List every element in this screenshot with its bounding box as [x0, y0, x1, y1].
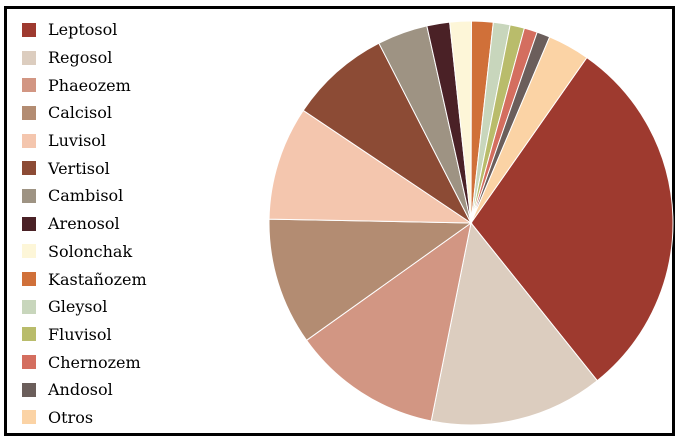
pie-slice-leptosol: [470, 56, 674, 382]
legend-item: Gleysol: [22, 293, 222, 321]
legend-swatch: [22, 50, 36, 65]
legend-item: Vertisol: [22, 154, 222, 182]
legend-swatch: [22, 382, 36, 397]
legend-item: Calcisol: [22, 99, 222, 127]
legend-label: Fluvisol: [48, 324, 112, 344]
legend-label: Phaeozem: [48, 75, 131, 95]
legend-label: Gleysol: [48, 297, 108, 317]
legend: Leptosol Regosol Phaeozem Calcisol Luvisol Ve…: [22, 16, 222, 431]
legend-label: Leptosol: [48, 20, 118, 40]
pie-slice-phaeozem: [305, 221, 472, 422]
legend-swatch: [22, 78, 36, 93]
legend-label: Solonchak: [48, 241, 133, 261]
legend-item: Kastañozem: [22, 265, 222, 293]
legend-swatch: [22, 244, 36, 259]
legend-item: Fluvisol: [22, 321, 222, 349]
legend-label: Chernozem: [48, 352, 141, 372]
pie-slice-vertisol: [302, 42, 473, 225]
legend-label: Calcisol: [48, 103, 112, 123]
legend-item: Arenosol: [22, 210, 222, 238]
legend-label: Arenosol: [48, 214, 120, 234]
pie-slice-luvisol: [268, 109, 473, 224]
legend-swatch: [22, 161, 36, 176]
legend-item: Phaeozem: [22, 71, 222, 99]
legend-swatch: [22, 327, 36, 342]
pie-slice-regosol: [430, 221, 598, 426]
legend-item: Chernozem: [22, 348, 222, 376]
legend-swatch: [22, 22, 36, 37]
legend-label: Kastañozem: [48, 269, 147, 289]
legend-item: Regosol: [22, 44, 222, 72]
legend-item: Cambisol: [22, 182, 222, 210]
legend-label: Regosol: [48, 48, 113, 68]
legend-item: Otros: [22, 404, 222, 432]
legend-swatch: [22, 299, 36, 314]
legend-item: Leptosol: [22, 16, 222, 44]
legend-item: Solonchak: [22, 238, 222, 266]
legend-swatch: [22, 133, 36, 148]
legend-item: Andosol: [22, 376, 222, 404]
legend-label: Luvisol: [48, 131, 107, 151]
legend-swatch: [22, 272, 36, 287]
legend-label: Cambisol: [48, 186, 124, 206]
legend-swatch: [22, 410, 36, 425]
legend-swatch: [22, 355, 36, 370]
legend-item: Luvisol: [22, 127, 222, 155]
legend-label: Vertisol: [48, 158, 110, 178]
legend-label: Andosol: [48, 380, 113, 400]
legend-label: Otros: [48, 407, 94, 427]
legend-swatch: [22, 105, 36, 120]
legend-swatch: [22, 216, 36, 231]
pie-slice-calcisol: [268, 218, 473, 341]
legend-swatch: [22, 188, 36, 203]
pie-slice-otros: [470, 36, 588, 224]
